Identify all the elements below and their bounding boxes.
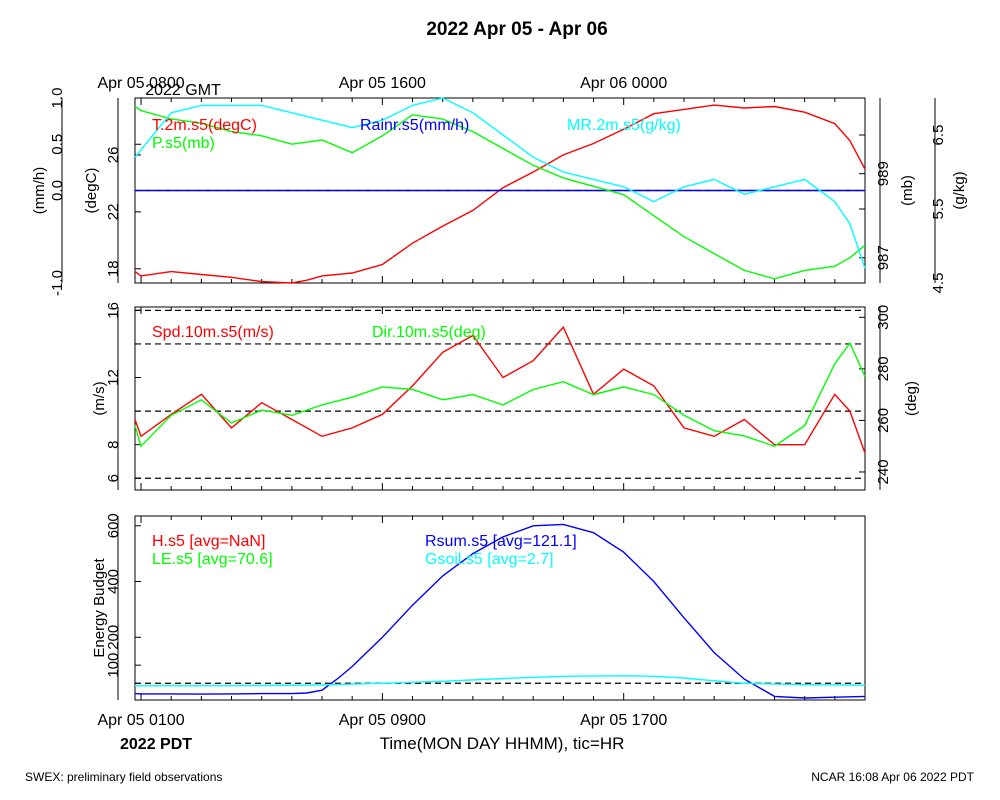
y-tick-label: 12 [105,369,122,386]
y-tick-label: -1.0 [49,270,66,296]
y-axis-title: (mm/h) [31,167,48,215]
y-tick-label: 5.5 [930,199,947,220]
y-tick-label: 300 [875,305,892,330]
bottom-time-tick-label: Apr 05 0100 [97,712,184,729]
y-tick-label: 200 [105,625,122,650]
y-axis-title: Energy Budget [91,558,108,658]
legend-entry: LE.s5 [avg=70.6] [152,551,273,568]
legend-entry: Rainr.s5(mm/h) [360,117,469,134]
legend-entry: Gsoil.s5 [avg=2.7] [425,551,554,568]
series-line [134,104,866,284]
y-tick-label: 600 [105,513,122,538]
y-axis-title: (mb) [899,175,916,206]
series-line [134,325,866,454]
top-time-tick-label: Apr 05 0800 [97,75,184,92]
wind-panel: 6 8 12 16 (m/s) 240 260 280 300 (deg) Spd.10m.s5(m… [91,302,920,491]
legend-entry: MR.2m.s5(g/kg) [567,117,681,134]
y-tick-label: 1.0 [49,88,66,109]
legend-entry: Spd.10m.s5(m/s) [152,324,274,341]
y-tick-label: 26 [105,147,122,164]
bottom-time-tick-label: Apr 05 0900 [339,712,426,729]
top-time-axis: Apr 05 0800 Apr 05 1600 Apr 06 0000 2022 GM… [97,75,667,99]
legend-entry: Dir.10m.s5(deg) [372,324,486,341]
bottom-time-tick-label: Apr 05 1700 [580,712,667,729]
series-line [134,523,866,699]
y-axis-title: (m/s) [91,381,108,415]
y-tick-label: 987 [875,245,892,270]
bottom-time-axis: Apr 05 0100 Apr 05 0900 Apr 05 1700 2022 PD… [97,712,667,753]
top-time-tick-label: Apr 05 1600 [339,75,426,92]
y-tick-label: 16 [105,302,122,319]
y-tick-label: 6.5 [930,125,947,146]
series-line [134,97,866,269]
top-time-tick-label: Apr 06 0000 [580,75,667,92]
y-tick-label: 240 [875,459,892,484]
y-axis-title: (deg) [903,381,920,416]
footer-right-note: NCAR 16:08 Apr 06 2022 PDT [811,770,974,784]
y-tick-label: 989 [875,161,892,186]
plot-frame [134,306,866,491]
series-line [135,674,866,687]
footer-left-note: SWEX: preliminary field observations [25,770,222,784]
y-axis-title: (degC) [83,168,100,214]
y-tick-label: 100 [105,653,122,678]
legend-entry: H.s5 [avg=NaN] [152,533,265,550]
energy-budget-panel: 100 200 400 600 Energy Budget H.s5 [avg=NaN]L… [91,513,866,701]
x-axis-title: Time(MON DAY HHMM), tic=HR [380,734,625,753]
y-tick-label: 0.5 [49,134,66,155]
y-tick-label: 22 [105,204,122,221]
chart-title: 2022 Apr 05 - Apr 06 [426,19,607,40]
y-tick-label: 8 [105,440,122,448]
y-tick-label: 6 [105,474,122,482]
y-axis-title: (g/kg) [951,171,968,209]
y-tick-label: 18 [105,260,122,277]
legend-entry: Rsum.s5 [avg=121.1] [425,533,577,550]
legend-entry: T.2m.s5(degC) [152,117,257,134]
series-line [134,105,866,280]
y-tick-label: 4.5 [930,273,947,294]
y-tick-label: 0.0 [49,180,66,201]
series-line [134,341,866,448]
legend-entry: P.s5(mb) [152,135,215,152]
temperature-pressure-panel: -1.0 0.0 0.5 1.0 (mm/h) 18 22 26 (degC) 987 989 (mb… [31,88,968,296]
y-tick-label: 280 [875,356,892,381]
y-tick-label: 400 [105,569,122,594]
top-time-zone-label: 2022 GMT [145,82,221,99]
y-tick-label: 260 [875,408,892,433]
plot-frame [134,515,866,701]
bottom-time-zone-label: 2022 PDT [120,736,192,753]
